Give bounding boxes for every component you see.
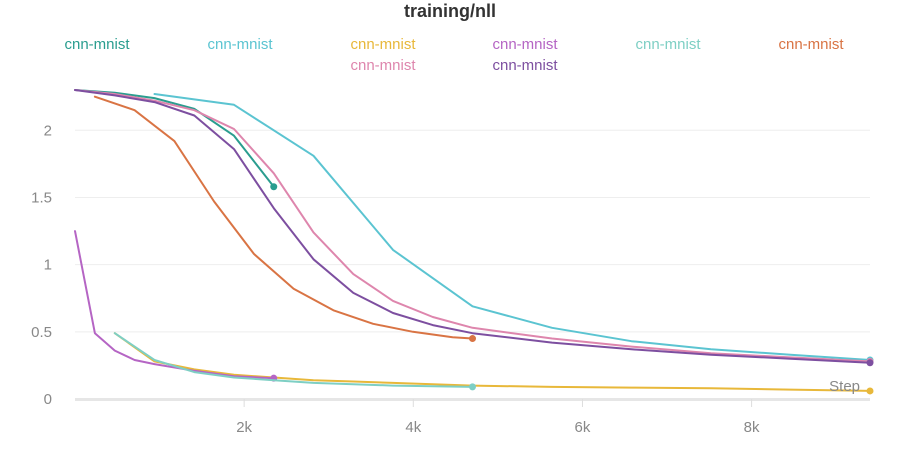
- series-line-8: [74, 89, 871, 364]
- y-tick-label: 1: [44, 257, 52, 274]
- x-tick-label: 6k: [575, 419, 591, 436]
- legend-entry-6[interactable]: cnn-mnist: [778, 36, 844, 53]
- legend-entry-4[interactable]: cnn-mnist: [492, 36, 558, 53]
- series-end-marker-6: [469, 335, 476, 343]
- x-tick-label: 8k: [744, 419, 760, 436]
- series-line-2: [153, 93, 871, 361]
- series-line-4: [74, 230, 275, 380]
- series-end-marker-1: [270, 183, 278, 191]
- legend-entry-1[interactable]: cnn-mnist: [64, 36, 130, 53]
- series-line-1: [74, 89, 275, 188]
- series-end-marker-5: [469, 383, 476, 391]
- legend-entry-3[interactable]: cnn-mnist: [350, 36, 416, 53]
- x-axis-label: Step: [829, 378, 860, 395]
- series-end-marker-8: [866, 359, 874, 367]
- legend-entry-7[interactable]: cnn-mnist: [350, 57, 416, 74]
- series-line-6: [93, 95, 474, 340]
- series-line-5: [113, 332, 474, 388]
- series-line-3: [113, 332, 871, 392]
- legend: cnn-mnist cnn-mnist cnn-mnist cnn-mnist cnn-…: [0, 36, 900, 80]
- x-tick-label: 2k: [236, 419, 252, 436]
- y-tick-label: 1.5: [31, 189, 52, 206]
- x-tick-label: 4k: [405, 419, 421, 436]
- series-end-marker-3: [866, 387, 874, 395]
- legend-entry-2[interactable]: cnn-mnist: [207, 36, 273, 53]
- series-line-7: [74, 89, 871, 363]
- y-tick-label: 2: [44, 122, 52, 139]
- legend-entry-5[interactable]: cnn-mnist: [635, 36, 701, 53]
- y-tick-label: 0.5: [31, 324, 52, 341]
- chart-title: training/nll: [404, 1, 496, 21]
- y-tick-label: 0: [44, 391, 52, 408]
- legend-entry-8[interactable]: cnn-mnist: [492, 57, 558, 74]
